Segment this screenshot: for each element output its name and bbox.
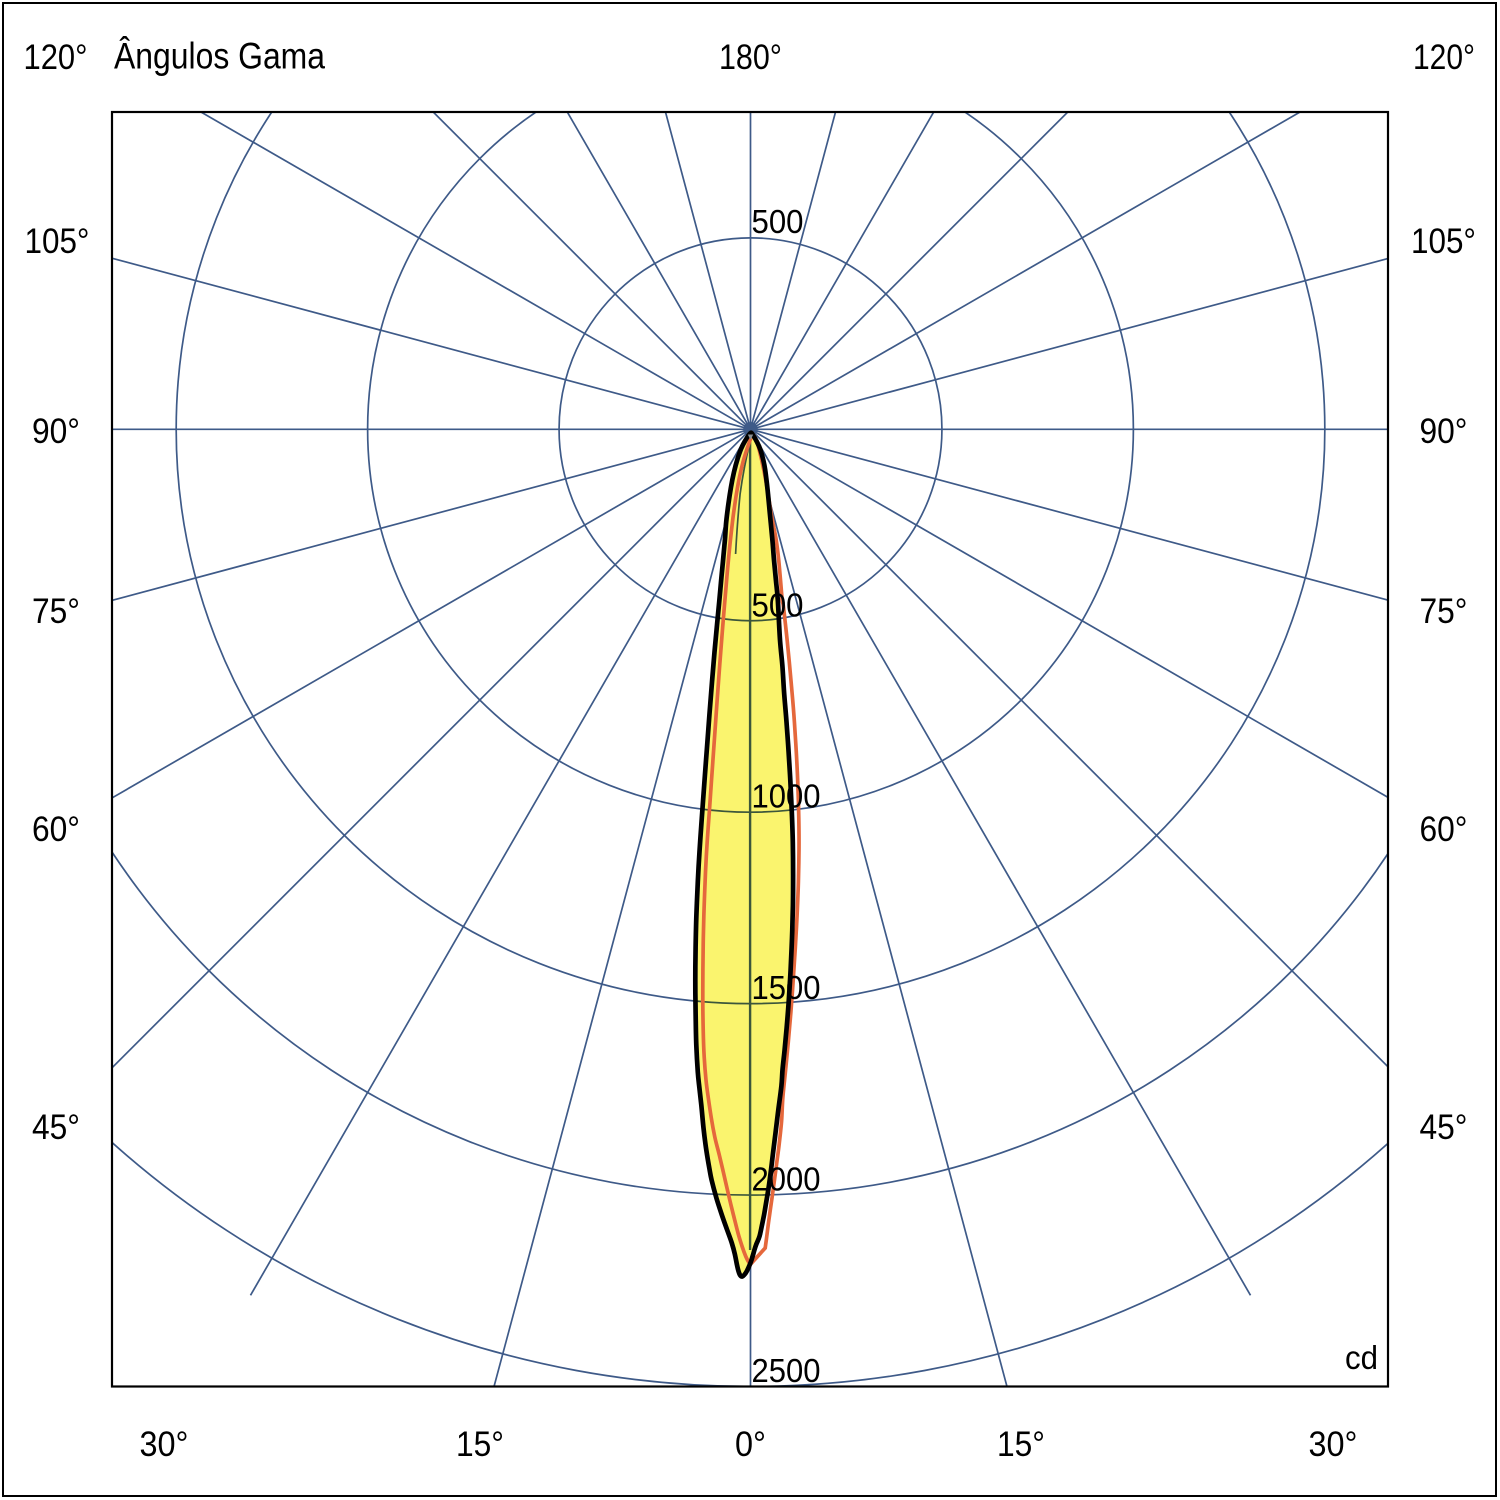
svg-text:60°: 60° — [32, 810, 80, 849]
svg-text:Ângulos Gama: Ângulos Gama — [114, 36, 325, 77]
svg-text:cd: cd — [1345, 1339, 1378, 1376]
svg-text:30°: 30° — [140, 1425, 189, 1464]
svg-text:90°: 90° — [32, 412, 80, 451]
svg-text:60°: 60° — [1420, 810, 1468, 849]
svg-text:15°: 15° — [997, 1425, 1045, 1464]
svg-text:75°: 75° — [32, 592, 80, 631]
svg-text:0°: 0° — [735, 1425, 766, 1464]
svg-text:1000: 1000 — [752, 778, 821, 815]
svg-text:120°: 120° — [24, 38, 88, 77]
svg-text:105°: 105° — [1411, 222, 1476, 261]
svg-text:120°: 120° — [1413, 38, 1475, 77]
svg-text:2500: 2500 — [752, 1352, 821, 1389]
svg-text:2000: 2000 — [752, 1160, 821, 1197]
svg-text:500: 500 — [752, 586, 804, 623]
svg-text:90°: 90° — [1420, 412, 1468, 451]
svg-text:45°: 45° — [32, 1108, 80, 1147]
svg-text:30°: 30° — [1309, 1425, 1358, 1464]
svg-text:180°: 180° — [719, 38, 782, 77]
svg-text:75°: 75° — [1420, 592, 1468, 631]
svg-text:1500: 1500 — [752, 969, 821, 1006]
svg-text:15°: 15° — [456, 1425, 504, 1464]
svg-text:45°: 45° — [1420, 1108, 1468, 1147]
svg-text:500: 500 — [752, 203, 804, 240]
svg-text:105°: 105° — [25, 222, 90, 261]
